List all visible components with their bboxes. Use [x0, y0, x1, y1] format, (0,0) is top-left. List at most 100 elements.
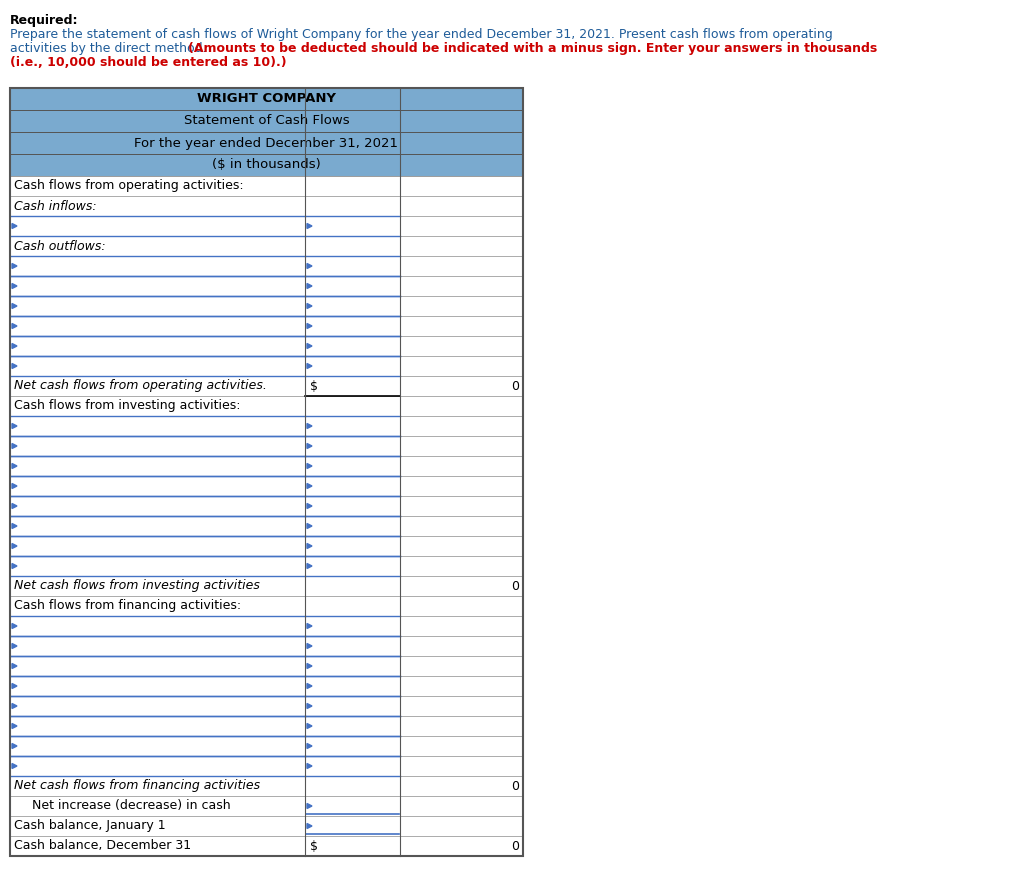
- Text: For the year ended December 31, 2021: For the year ended December 31, 2021: [134, 137, 398, 149]
- Text: Net cash flows from operating activities.: Net cash flows from operating activities…: [14, 380, 267, 393]
- Bar: [305, 756, 400, 776]
- Bar: [400, 316, 523, 336]
- Bar: [305, 736, 400, 756]
- Polygon shape: [307, 463, 312, 469]
- Polygon shape: [12, 304, 17, 308]
- Polygon shape: [12, 723, 17, 729]
- Bar: [305, 836, 400, 856]
- Bar: [10, 216, 305, 236]
- Bar: [10, 154, 523, 176]
- Bar: [305, 176, 400, 196]
- Polygon shape: [307, 663, 312, 669]
- Bar: [10, 756, 305, 776]
- Bar: [400, 656, 523, 676]
- Polygon shape: [307, 444, 312, 448]
- Bar: [400, 276, 523, 296]
- Bar: [305, 816, 400, 836]
- Polygon shape: [307, 523, 312, 529]
- Bar: [10, 416, 305, 436]
- Text: Required:: Required:: [10, 14, 78, 27]
- Bar: [305, 696, 400, 716]
- Text: $: $: [310, 839, 318, 853]
- Text: Cash flows from investing activities:: Cash flows from investing activities:: [14, 399, 240, 413]
- Bar: [305, 436, 400, 456]
- Bar: [10, 436, 305, 456]
- Text: Statement of Cash Flows: Statement of Cash Flows: [184, 114, 349, 128]
- Bar: [10, 110, 523, 132]
- Bar: [400, 836, 523, 856]
- Bar: [400, 676, 523, 696]
- Polygon shape: [307, 304, 312, 308]
- Bar: [10, 776, 305, 796]
- Bar: [305, 496, 400, 516]
- Bar: [10, 296, 305, 316]
- Bar: [305, 396, 400, 416]
- Polygon shape: [12, 663, 17, 669]
- Bar: [10, 636, 305, 656]
- Bar: [400, 336, 523, 356]
- Bar: [400, 576, 523, 596]
- Bar: [305, 416, 400, 436]
- Bar: [305, 336, 400, 356]
- Polygon shape: [307, 683, 312, 689]
- Bar: [10, 396, 305, 416]
- Bar: [305, 676, 400, 696]
- Text: activities by the direct method.: activities by the direct method.: [10, 42, 211, 55]
- Polygon shape: [12, 683, 17, 689]
- Bar: [305, 476, 400, 496]
- Bar: [400, 396, 523, 416]
- Polygon shape: [307, 223, 312, 229]
- Text: 0: 0: [511, 780, 519, 792]
- Bar: [10, 616, 305, 636]
- Bar: [400, 296, 523, 316]
- Bar: [10, 556, 305, 576]
- Text: Net cash flows from financing activities: Net cash flows from financing activities: [14, 780, 260, 792]
- Polygon shape: [12, 444, 17, 448]
- Polygon shape: [12, 283, 17, 288]
- Text: (Amounts to be deducted should be indicated with a minus sign. Enter your answer: (Amounts to be deducted should be indica…: [188, 42, 877, 55]
- Bar: [305, 616, 400, 636]
- Text: 0: 0: [511, 380, 519, 393]
- Bar: [10, 196, 305, 216]
- Bar: [400, 256, 523, 276]
- Bar: [10, 596, 305, 616]
- Bar: [305, 556, 400, 576]
- Bar: [305, 796, 400, 816]
- Bar: [400, 696, 523, 716]
- Text: Net increase (decrease) in cash: Net increase (decrease) in cash: [32, 799, 230, 813]
- Polygon shape: [12, 563, 17, 569]
- Bar: [305, 536, 400, 556]
- Text: 0: 0: [511, 839, 519, 853]
- Polygon shape: [307, 483, 312, 488]
- Bar: [305, 716, 400, 736]
- Bar: [400, 436, 523, 456]
- Polygon shape: [12, 523, 17, 529]
- Bar: [400, 796, 523, 816]
- Bar: [10, 256, 305, 276]
- Bar: [10, 516, 305, 536]
- Polygon shape: [307, 544, 312, 548]
- Text: ($ in thousands): ($ in thousands): [213, 158, 321, 171]
- Bar: [10, 656, 305, 676]
- Polygon shape: [307, 423, 312, 429]
- Bar: [10, 796, 305, 816]
- Bar: [305, 216, 400, 236]
- Polygon shape: [307, 563, 312, 569]
- Bar: [10, 476, 305, 496]
- Bar: [305, 196, 400, 216]
- Bar: [400, 176, 523, 196]
- Polygon shape: [12, 344, 17, 348]
- Polygon shape: [12, 483, 17, 488]
- Bar: [400, 236, 523, 256]
- Bar: [10, 716, 305, 736]
- Bar: [400, 716, 523, 736]
- Polygon shape: [12, 423, 17, 429]
- Polygon shape: [12, 644, 17, 648]
- Bar: [400, 376, 523, 396]
- Bar: [305, 236, 400, 256]
- Bar: [400, 476, 523, 496]
- Bar: [400, 416, 523, 436]
- Text: 0: 0: [511, 580, 519, 592]
- Bar: [10, 176, 305, 196]
- Bar: [305, 516, 400, 536]
